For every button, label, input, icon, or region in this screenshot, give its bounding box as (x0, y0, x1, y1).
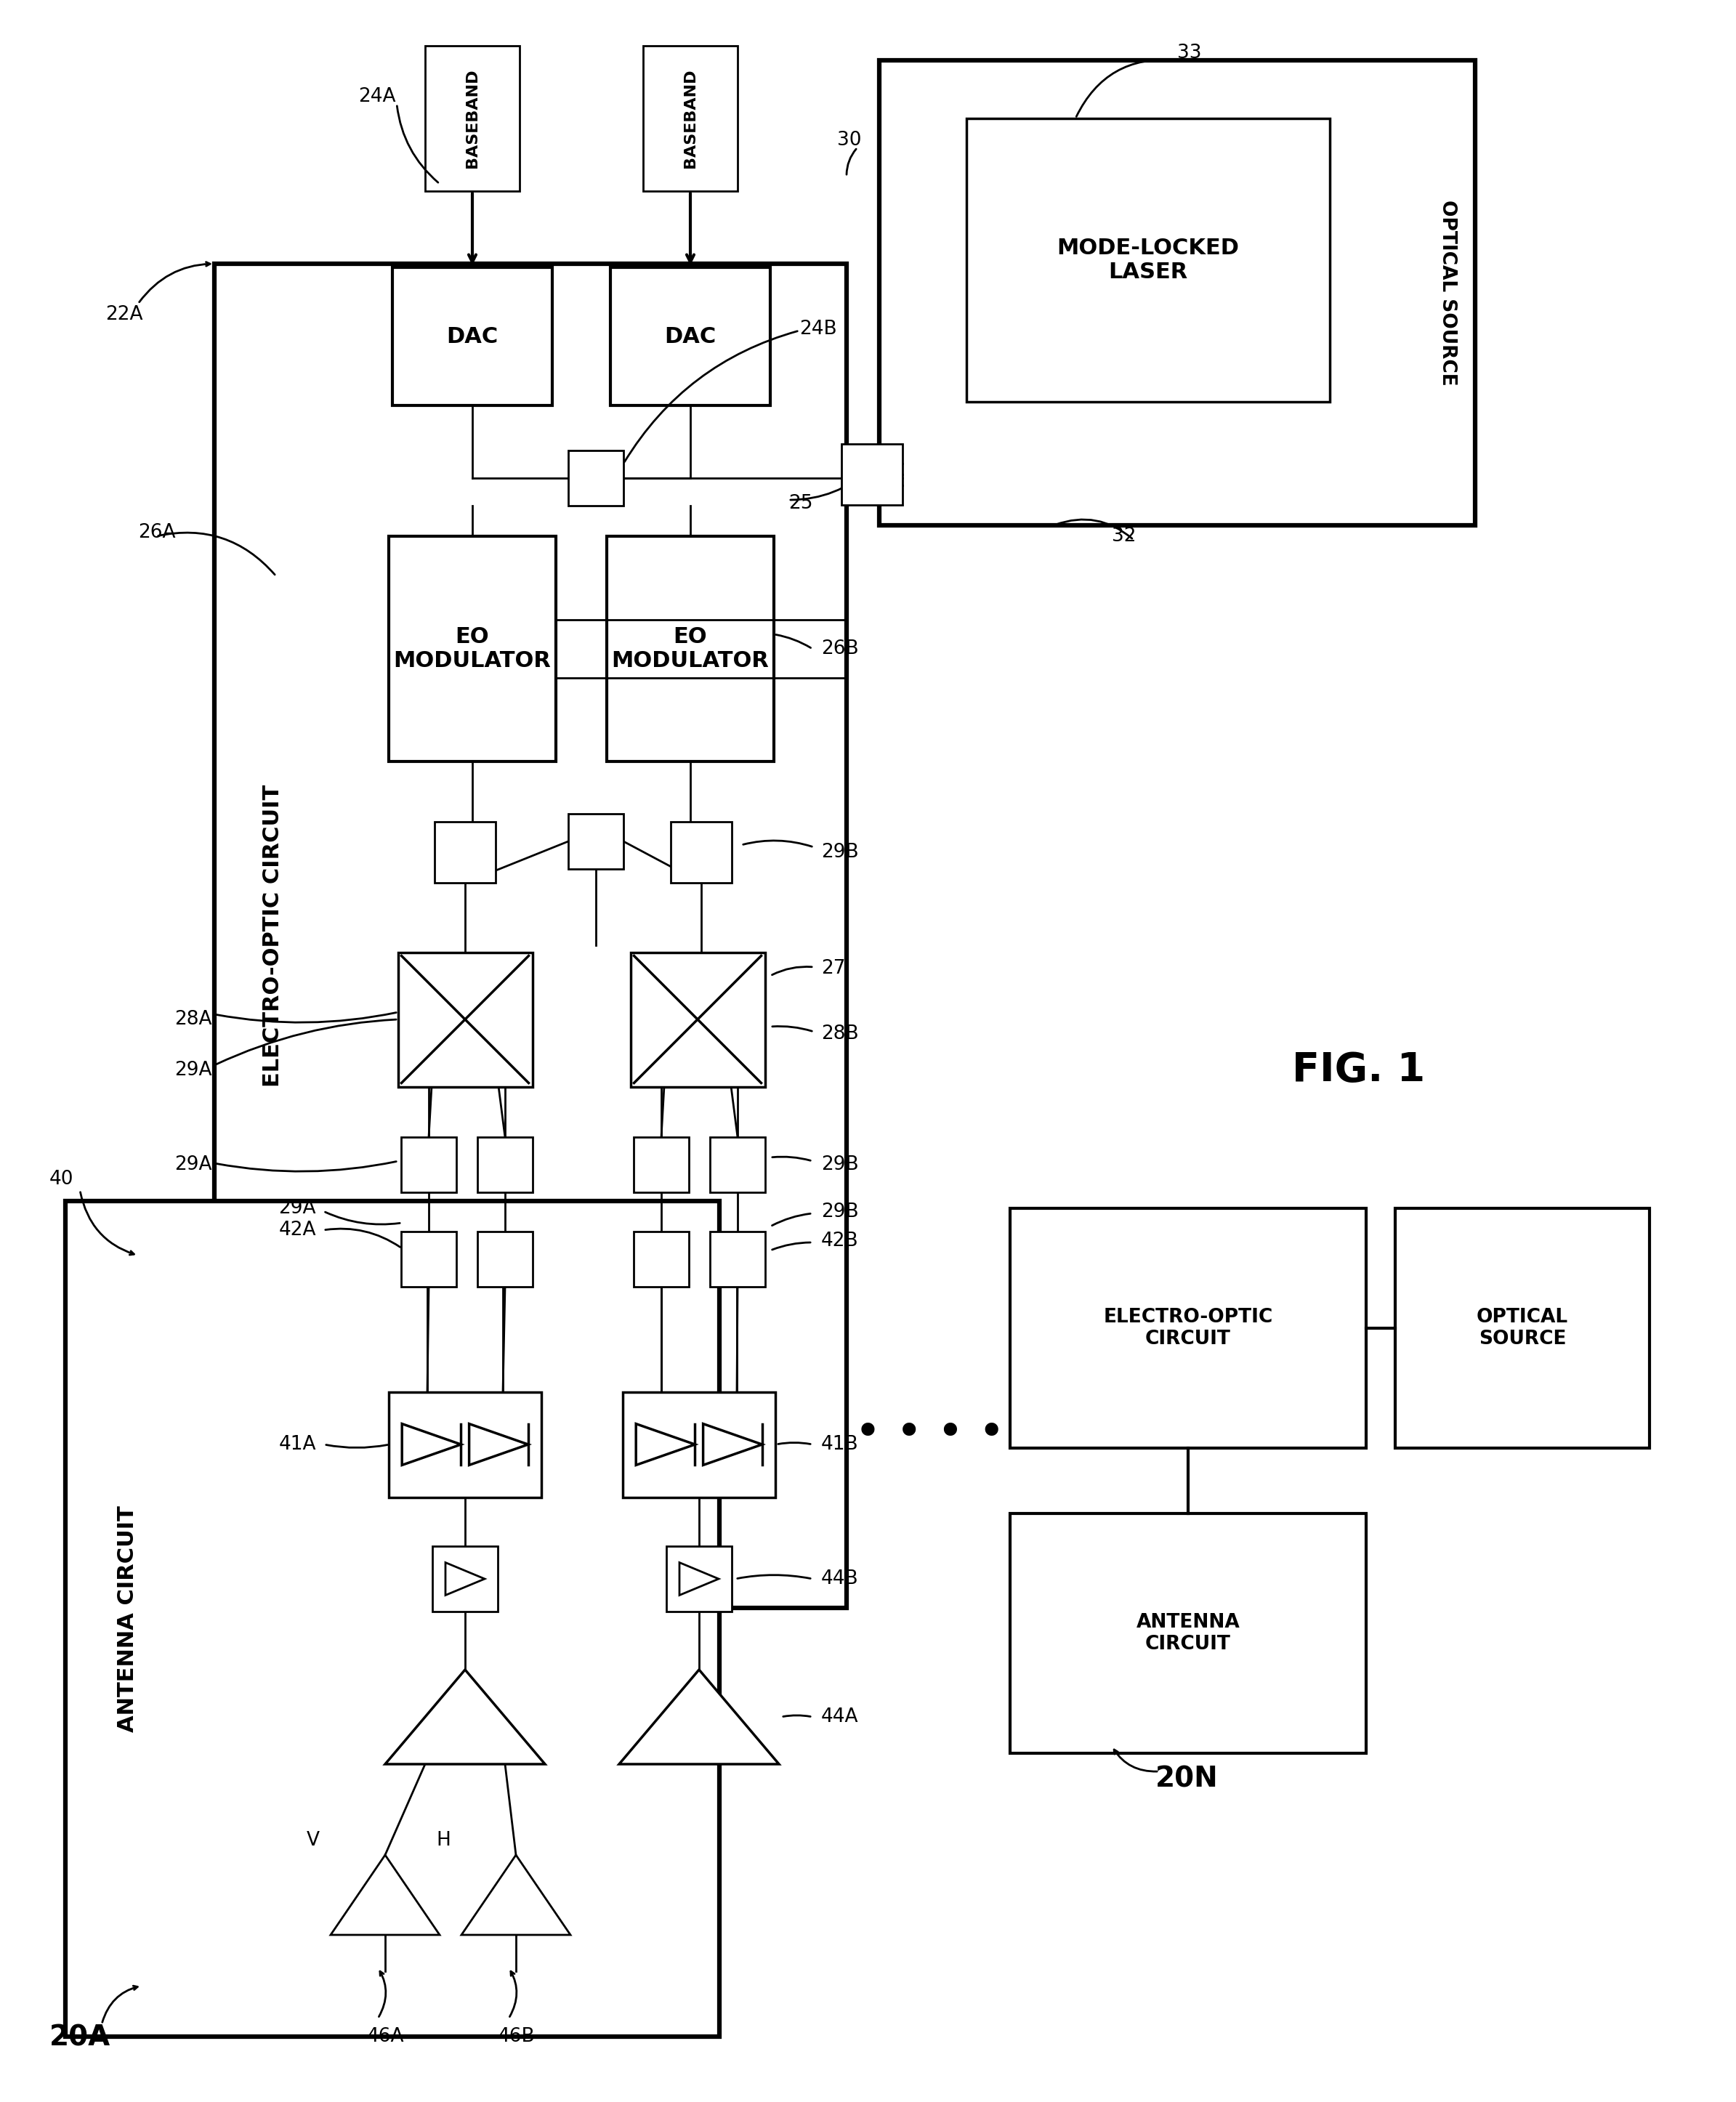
Text: BASEBAND: BASEBAND (465, 69, 479, 168)
Text: 22A: 22A (106, 305, 142, 324)
Text: 29B: 29B (821, 1202, 859, 1221)
Bar (623, 1392, 776, 1497)
Bar (568, 450, 623, 507)
Text: 28B: 28B (821, 1024, 859, 1043)
Text: • • • •: • • • • (854, 1413, 1005, 1455)
Bar (66, 1200, 719, 2037)
Text: 28A: 28A (174, 1009, 212, 1028)
Text: 46B: 46B (496, 2026, 535, 2045)
Text: 20N: 20N (1156, 1766, 1219, 1793)
Bar (389, 536, 556, 761)
Text: 29A: 29A (279, 1198, 316, 1217)
Text: OPTICAL SOURCE: OPTICAL SOURCE (1437, 200, 1457, 387)
Bar (634, 1232, 689, 1286)
Bar (967, 118, 1330, 401)
Bar (608, 536, 774, 761)
Polygon shape (469, 1423, 528, 1465)
Text: 29A: 29A (174, 1062, 212, 1080)
Bar (710, 1232, 766, 1286)
Text: 20A: 20A (49, 2024, 111, 2052)
Text: 29B: 29B (821, 843, 859, 862)
Bar (398, 952, 533, 1087)
Text: 40: 40 (49, 1171, 73, 1190)
Text: ANTENNA
CIRCUIT: ANTENNA CIRCUIT (1137, 1612, 1240, 1654)
Text: 32: 32 (1111, 528, 1135, 547)
Text: EO
MODULATOR: EO MODULATOR (611, 626, 769, 671)
Text: 24A: 24A (359, 86, 396, 105)
Bar (432, 1547, 498, 1612)
Text: 41A: 41A (279, 1436, 316, 1455)
Text: BASEBAND: BASEBAND (682, 69, 698, 168)
Bar (401, 1137, 457, 1192)
Text: ELECTRO-OPTIC CIRCUIT: ELECTRO-OPTIC CIRCUIT (262, 784, 283, 1087)
Bar (389, 1392, 542, 1497)
Bar (630, 952, 766, 1087)
Text: 24B: 24B (799, 320, 837, 338)
Polygon shape (635, 1423, 694, 1465)
Bar (425, 46, 519, 191)
Text: EO
MODULATOR: EO MODULATOR (394, 626, 550, 671)
Polygon shape (620, 1669, 779, 1764)
Text: 26B: 26B (821, 639, 859, 658)
Bar (667, 1547, 733, 1612)
Text: ANTENNA CIRCUIT: ANTENNA CIRCUIT (116, 1505, 137, 1732)
Polygon shape (385, 1669, 545, 1764)
Text: FIG. 1: FIG. 1 (1292, 1051, 1425, 1089)
Text: 27: 27 (821, 959, 845, 977)
Bar (434, 822, 495, 883)
Bar (878, 61, 1476, 526)
Bar (568, 813, 623, 868)
Text: H: H (436, 1831, 451, 1850)
Text: OPTICAL
SOURCE: OPTICAL SOURCE (1477, 1307, 1568, 1349)
Text: V: V (307, 1831, 319, 1850)
Text: 29B: 29B (821, 1156, 859, 1175)
Text: 42B: 42B (821, 1232, 859, 1251)
Bar (401, 1232, 457, 1286)
Text: 29A: 29A (174, 1156, 212, 1175)
Bar (214, 263, 847, 1608)
Text: 41B: 41B (821, 1436, 859, 1455)
Bar (642, 46, 738, 191)
Text: DAC: DAC (665, 326, 717, 347)
Text: 42A: 42A (279, 1221, 316, 1240)
Text: 44A: 44A (821, 1707, 859, 1726)
Polygon shape (446, 1562, 484, 1595)
Polygon shape (703, 1423, 762, 1465)
Text: 33: 33 (1177, 44, 1201, 63)
Text: MODE-LOCKED
LASER: MODE-LOCKED LASER (1057, 238, 1240, 284)
Polygon shape (403, 1423, 462, 1465)
Bar (842, 444, 903, 504)
Text: 26A: 26A (139, 523, 175, 542)
Text: 30: 30 (837, 130, 861, 149)
Bar (1010, 1209, 1366, 1448)
Polygon shape (330, 1854, 439, 1934)
Bar (1010, 1513, 1366, 1753)
Text: DAC: DAC (446, 326, 498, 347)
Bar (477, 1137, 533, 1192)
Text: 44B: 44B (821, 1570, 859, 1589)
Polygon shape (679, 1562, 719, 1595)
Text: ELECTRO-OPTIC
CIRCUIT: ELECTRO-OPTIC CIRCUIT (1104, 1307, 1272, 1349)
Text: 25: 25 (788, 494, 812, 513)
Bar (634, 1137, 689, 1192)
Bar (1396, 1209, 1649, 1448)
Bar (611, 267, 771, 406)
Text: 46A: 46A (366, 2026, 404, 2045)
Bar (710, 1137, 766, 1192)
Bar (392, 267, 552, 406)
Polygon shape (462, 1854, 571, 1934)
Bar (477, 1232, 533, 1286)
Bar (670, 822, 733, 883)
